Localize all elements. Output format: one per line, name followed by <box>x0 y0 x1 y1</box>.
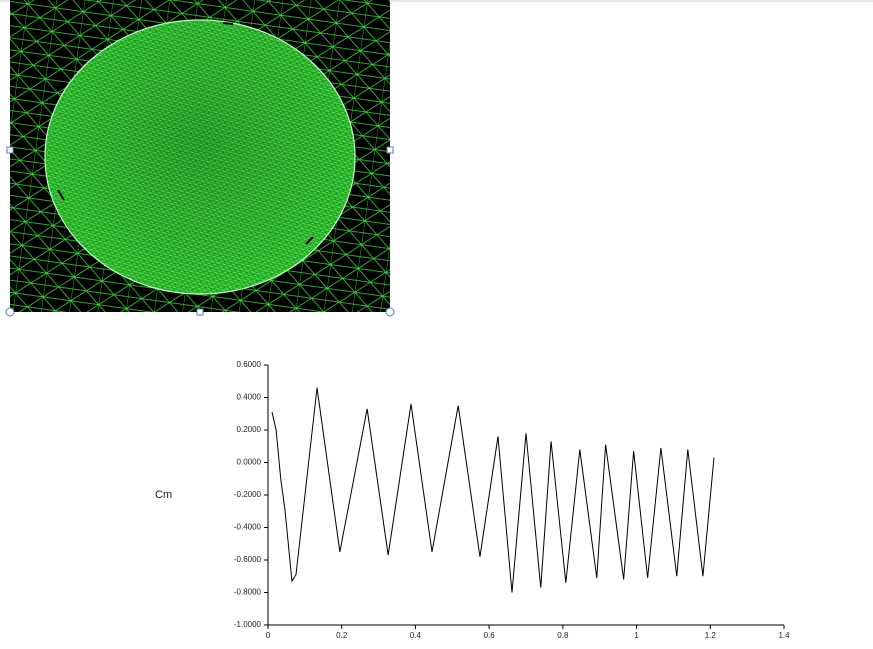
handle <box>5 307 15 317</box>
x-tick-label: 1.2 <box>705 631 717 640</box>
hole <box>305 236 314 245</box>
hole <box>57 189 65 201</box>
x-tick-label: 0.4 <box>410 631 422 640</box>
y-tick-label: 0.2000 <box>237 425 262 434</box>
hole <box>222 22 234 25</box>
y-axis-label: Cm <box>155 489 172 501</box>
x-tick-label: 1.4 <box>778 631 790 640</box>
y-tick-label: -0.8000 <box>234 588 262 597</box>
y-tick-label: -0.2000 <box>234 490 262 499</box>
y-tick-label: 0.0000 <box>237 458 262 467</box>
y-tick-label: -1.0000 <box>234 620 262 629</box>
x-tick-label: 0.8 <box>557 631 569 640</box>
x-tick-label: 1 <box>634 631 639 640</box>
handle <box>386 146 394 154</box>
handle <box>196 308 204 316</box>
mesh-shade <box>45 20 355 294</box>
x-tick-label: 0.6 <box>484 631 496 640</box>
y-tick-label: 0.6000 <box>237 360 262 369</box>
x-tick-label: 0 <box>266 631 271 640</box>
handle <box>6 146 14 154</box>
y-tick-label: 0.4000 <box>237 393 262 402</box>
handle <box>385 307 395 317</box>
y-tick-label: -0.4000 <box>234 523 262 532</box>
y-tick-label: -0.6000 <box>234 555 262 564</box>
data-line <box>271 387 715 593</box>
x-tick-label: 0.2 <box>336 631 348 640</box>
mesh-image <box>5 0 395 317</box>
